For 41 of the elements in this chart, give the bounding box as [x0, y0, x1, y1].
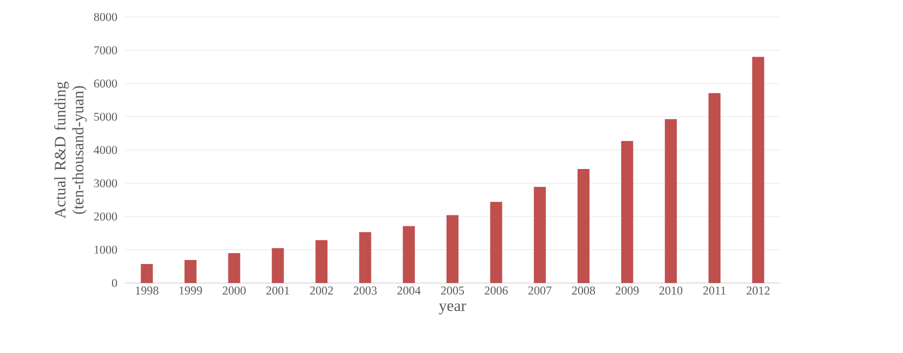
bar	[578, 168, 590, 283]
x-tick-label: 2002	[310, 286, 333, 295]
x-axis-title: year	[438, 303, 466, 314]
bar	[664, 119, 677, 283]
y-tick-label: 5000	[94, 112, 118, 121]
bar	[140, 264, 153, 283]
y-tick-label: 0	[112, 278, 118, 288]
y-tick-label: 8000	[94, 12, 118, 22]
y-tick-label: 2000	[94, 212, 118, 221]
bar	[272, 248, 284, 283]
x-tick-label: 2011	[703, 286, 726, 295]
x-tick-label: 2003	[354, 286, 377, 295]
x-tick-label: 1999	[180, 286, 202, 295]
bar	[228, 253, 240, 283]
x-tick-label: 2006	[484, 286, 508, 295]
y-tick-label: 7000	[94, 46, 118, 54]
y-tick-label: 6000	[94, 79, 118, 88]
bar	[708, 93, 721, 283]
bar	[446, 215, 459, 283]
bar	[316, 240, 328, 283]
bar	[359, 232, 372, 283]
x-tick-label: 2008	[572, 286, 595, 295]
y-tick-label: 3000	[94, 179, 118, 188]
bar	[402, 226, 415, 283]
bar	[490, 202, 502, 283]
bar	[621, 141, 634, 283]
bar	[184, 260, 196, 283]
y-tick-label: 4000	[94, 146, 118, 154]
x-tick-label: 2009	[616, 286, 639, 295]
x-tick-label: 2007	[528, 286, 552, 295]
x-tick-label: 2012	[746, 286, 770, 295]
bar	[752, 56, 764, 283]
x-tick-label: 1998	[136, 286, 158, 295]
x-tick-label: 2010	[659, 286, 682, 295]
x-tick-label: 2001	[266, 286, 290, 295]
y-axis-title: Actual R&D funding (ten-thousand-yuan)	[54, 82, 87, 218]
y-tick-label: 1000	[94, 246, 118, 254]
x-tick-label: 2000	[222, 286, 246, 295]
bar	[534, 186, 546, 283]
x-tick-label: 2004	[397, 286, 421, 295]
x-tick-label: 2005	[441, 286, 464, 295]
